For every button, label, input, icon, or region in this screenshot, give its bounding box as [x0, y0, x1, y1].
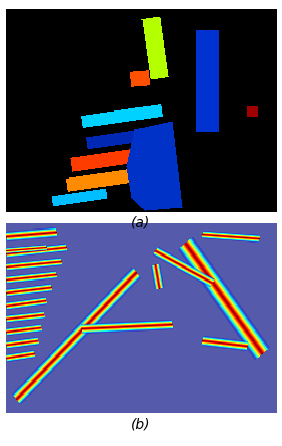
Text: (a): (a): [131, 216, 151, 230]
Text: (b): (b): [131, 417, 151, 432]
